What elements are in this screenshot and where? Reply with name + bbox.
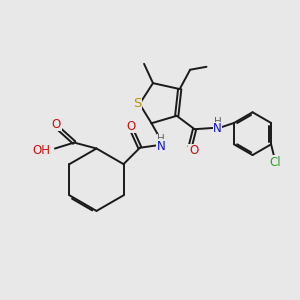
Text: OH: OH [32,144,50,158]
Text: N: N [157,140,166,153]
Text: H: H [158,134,165,144]
Text: H: H [214,117,221,128]
Text: N: N [213,122,222,135]
Text: S: S [133,98,141,110]
Text: O: O [52,118,61,130]
Text: Cl: Cl [270,156,281,169]
Text: O: O [126,120,136,133]
Text: O: O [189,144,198,157]
